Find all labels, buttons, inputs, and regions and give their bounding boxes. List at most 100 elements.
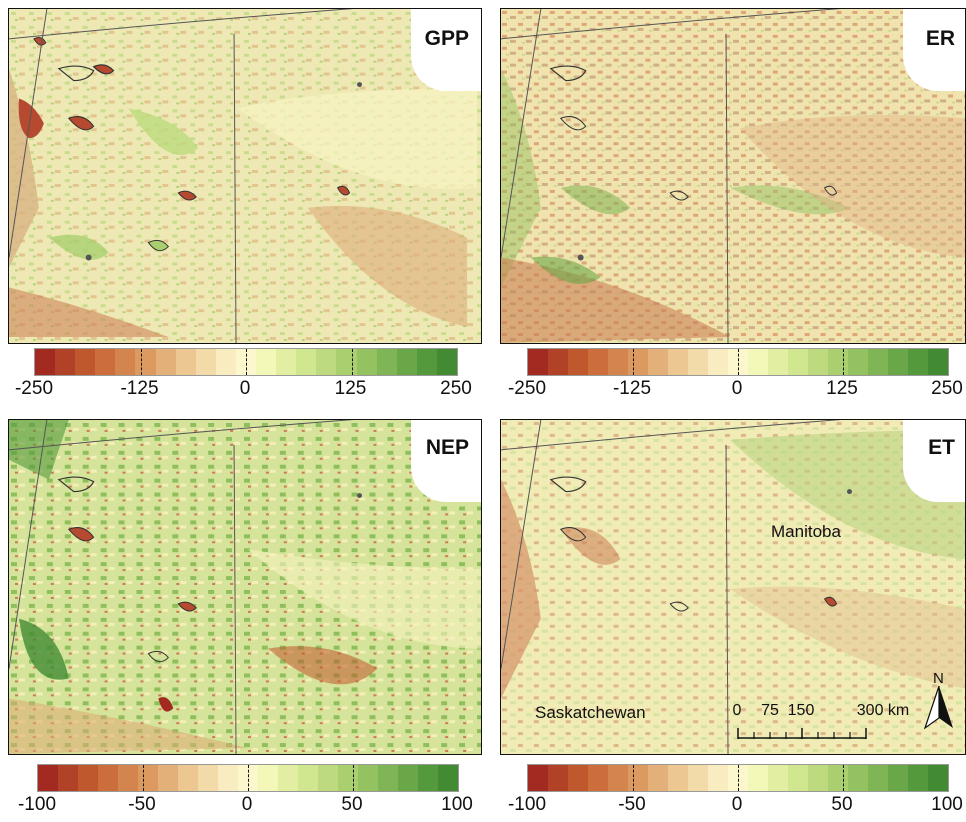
colorbar-swatch xyxy=(668,765,688,791)
north-arrow-letter: N xyxy=(933,670,944,687)
map-panel-nep: NEP xyxy=(8,419,482,755)
colorbar-swatch xyxy=(548,765,568,791)
colorbar-swatch xyxy=(318,765,338,791)
colorbar-swatch xyxy=(438,765,458,791)
colorbar-swatch xyxy=(788,349,808,375)
colorbar-er-ramp xyxy=(527,348,949,376)
colorbar-swatch xyxy=(908,765,928,791)
tick-label: -125 xyxy=(612,378,652,399)
colorbar-swatch xyxy=(296,349,317,375)
er-map-raster xyxy=(501,9,965,343)
colorbar-swatch xyxy=(75,349,96,375)
colorbar-er-ticks: -250 -125 0 125 250 xyxy=(508,378,963,404)
colorbar-swatch xyxy=(648,349,668,375)
colorbar-nep-ticks: -100 -50 0 50 100 xyxy=(18,794,473,820)
colorbar-swatch xyxy=(78,765,98,791)
colorbar-swatch xyxy=(376,349,397,375)
tick-label: 100 xyxy=(441,794,473,815)
nep-map-raster xyxy=(9,420,481,754)
gpp-map-raster xyxy=(9,9,481,343)
tick-label: 0 xyxy=(731,378,743,399)
colorbar-swatch xyxy=(708,765,728,791)
colorbar-tick-mark xyxy=(738,349,739,375)
colorbar-tick-mark xyxy=(143,765,144,791)
colorbar-swatch xyxy=(436,349,457,375)
colorbar-swatch xyxy=(135,349,156,375)
colorbar-swatch xyxy=(298,765,318,791)
colorbar-et xyxy=(527,764,949,792)
colorbar-swatch xyxy=(688,349,708,375)
colorbar-swatch xyxy=(788,765,808,791)
north-arrow: N xyxy=(919,670,959,732)
colorbar-swatch xyxy=(418,765,438,791)
scale-label-75: 75 xyxy=(761,702,779,719)
tick-label: -125 xyxy=(120,378,159,399)
colorbar-swatch xyxy=(868,765,888,791)
colorbar-swatch xyxy=(416,349,437,375)
colorbar-swatch xyxy=(218,765,238,791)
colorbar-swatch xyxy=(235,349,257,375)
tick-label: 250 xyxy=(440,378,472,399)
tick-label: -50 xyxy=(128,794,156,815)
colorbar-swatch xyxy=(888,349,908,375)
colorbar-swatch xyxy=(55,349,76,375)
colorbar-swatch xyxy=(928,765,948,791)
colorbar-swatch xyxy=(378,765,398,791)
colorbar-swatch xyxy=(568,349,588,375)
tick-label: 125 xyxy=(334,378,367,399)
tick-label: 250 xyxy=(931,378,963,399)
colorbar-swatch xyxy=(828,349,848,375)
colorbar-swatch xyxy=(195,349,216,375)
scale-label-0: 0 xyxy=(732,702,742,719)
tick-label: -250 xyxy=(507,378,547,399)
colorbar-swatch xyxy=(98,765,118,791)
et-map-raster xyxy=(501,420,965,754)
colorbar-gpp-ticks: -250 -125 0 125 250 xyxy=(15,378,472,404)
colorbar-swatch xyxy=(155,349,176,375)
colorbar-swatch xyxy=(928,349,948,375)
hudson-bay-water xyxy=(411,9,481,91)
colorbar-er xyxy=(527,348,949,376)
colorbar-swatch xyxy=(768,765,788,791)
colorbar-swatch xyxy=(688,765,708,791)
colorbar-swatch xyxy=(748,349,768,375)
colorbar-swatch xyxy=(38,765,58,791)
scale-label-150: 150 xyxy=(787,702,815,719)
tick-label: -100 xyxy=(507,794,547,815)
tick-label: 0 xyxy=(731,794,743,815)
colorbar-tick-mark xyxy=(351,349,353,375)
colorbar-swatch xyxy=(115,349,136,375)
map-panel-et: ET Manitoba Saskatchewan 0 75 150 300 km… xyxy=(500,419,966,755)
colorbar-tick-mark xyxy=(738,765,739,791)
colorbar-swatch xyxy=(175,349,196,375)
place-label-manitoba: Manitoba xyxy=(771,522,841,541)
colorbar-tick-mark xyxy=(353,765,354,791)
colorbar-swatch xyxy=(828,765,848,791)
colorbar-swatch xyxy=(908,349,928,375)
colorbar-swatch xyxy=(178,765,198,791)
colorbar-swatch xyxy=(278,765,298,791)
colorbar-swatch xyxy=(888,765,908,791)
colorbar-tick-mark xyxy=(843,349,844,375)
panel-label-et: ET xyxy=(928,436,955,459)
colorbar-swatch xyxy=(608,349,628,375)
colorbar-swatch xyxy=(198,765,218,791)
tick-label: 0 xyxy=(239,378,251,399)
colorbar-swatch xyxy=(628,765,648,791)
tick-label: -250 xyxy=(14,378,54,399)
hudson-bay-water xyxy=(411,420,481,502)
north-arrow-icon xyxy=(923,685,953,730)
colorbar-swatch xyxy=(588,349,608,375)
panel-label-nep: NEP xyxy=(425,436,469,459)
colorbar-tick-mark xyxy=(843,765,844,791)
colorbar-tick-mark xyxy=(633,349,634,375)
colorbar-swatch xyxy=(628,349,648,375)
colorbar-swatch xyxy=(588,765,608,791)
hudson-bay-water xyxy=(903,9,965,91)
colorbar-swatch xyxy=(158,765,178,791)
tick-label: 0 xyxy=(241,794,253,815)
colorbar-gpp xyxy=(34,348,458,376)
tick-label: -100 xyxy=(17,794,57,815)
colorbar-swatch xyxy=(708,349,728,375)
colorbar-gpp-ramp xyxy=(34,348,458,376)
